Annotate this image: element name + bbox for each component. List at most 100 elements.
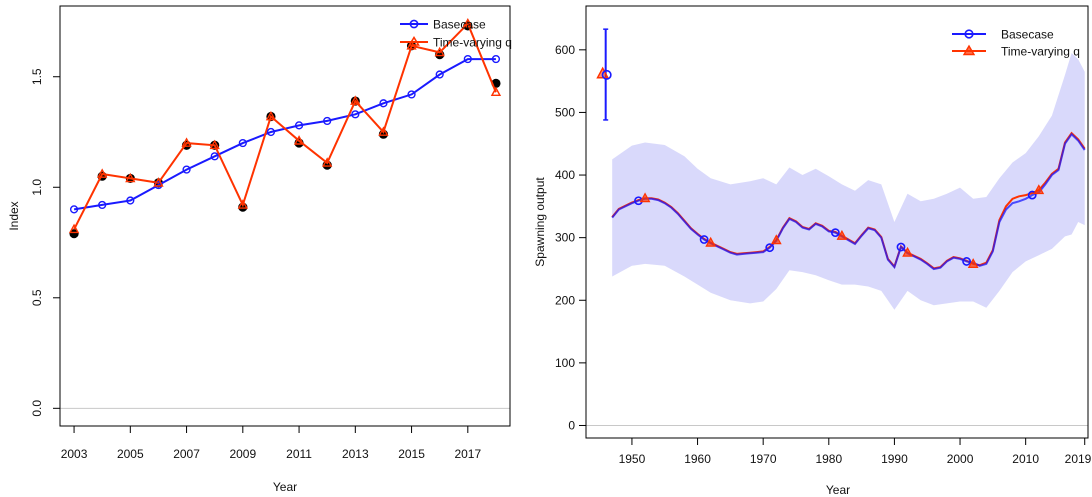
x-tick-label: 1970 (750, 452, 777, 466)
time-varying-spawning-marker (770, 234, 782, 245)
confidence-interval-band (612, 53, 1085, 310)
spawning-series-group (611, 131, 1086, 271)
x-tick-label: 1990 (881, 452, 908, 466)
x-tick-label: 2017 (454, 447, 481, 461)
y-tick-label: 400 (555, 168, 575, 182)
legend-time-varying-label-2: Time-varying q (1001, 45, 1080, 59)
index-plot-frame (59, 5, 511, 427)
y-tick-label: 100 (555, 356, 575, 370)
x-tick-label: 2010 (1012, 452, 1039, 466)
basecase-index-point (491, 54, 501, 64)
x-tick-label: 2019 (1065, 452, 1092, 466)
spawning-legend: Basecase Time-varying q (952, 28, 1080, 59)
spawning-x-axis-label: Year (826, 483, 850, 497)
time-varying-index-point (125, 172, 136, 183)
x-tick-label: 2005 (117, 447, 144, 461)
time-varying-spawning-marker (639, 192, 651, 203)
legend-basecase-label: Basecase (433, 18, 486, 32)
time-varying-spawning-marker (967, 258, 979, 268)
spawning-confidence-band (612, 53, 1085, 310)
time-varying-index-point (462, 18, 473, 28)
x-tick-label: 1960 (684, 452, 711, 466)
x-tick-label: 2000 (947, 452, 974, 466)
x-tick-label: 2011 (286, 447, 312, 461)
basecase-index-point (351, 110, 360, 119)
spawning-plot-frame (585, 5, 1089, 439)
basecase-index-point (126, 196, 135, 205)
x-tick-label: 2015 (398, 447, 425, 461)
time-varying-index-point (434, 46, 445, 57)
time-varying-index-line (73, 21, 497, 230)
basecase-index-point (407, 90, 416, 99)
y-tick-label: 0.0 (30, 400, 44, 417)
y-tick-label: 500 (555, 105, 575, 119)
y-tick-label: 1.5 (30, 68, 44, 85)
spawning-y-axis-label: Spawning output (533, 177, 547, 267)
y-tick-label: 300 (555, 231, 575, 245)
x-tick-label: 2013 (342, 447, 369, 461)
x-tick-label: 2007 (173, 447, 200, 461)
basecase-index-point (266, 127, 276, 137)
spawning-y-axis: 0 100 200 300 400 500 600 (555, 43, 586, 432)
legend-basecase-marker (409, 19, 419, 29)
spawning-output-chart-panel: 1950 1960 1970 1980 1990 2000 2010 2019 0 100 200… (533, 5, 1092, 497)
time-varying-index-point (68, 223, 80, 234)
time-varying-spawning-marker (705, 236, 717, 247)
time-varying-index-point (209, 139, 220, 150)
basecase-spawning-line (611, 132, 1086, 271)
index-x-axis-label: Year (273, 480, 297, 494)
index-chart-panel: 2003 2005 2007 2009 2011 2013 2015 2017 0.0 0.5 1… (7, 5, 512, 494)
y-tick-label: 600 (555, 43, 575, 57)
basecase-index-point (463, 54, 472, 64)
basecase-spawning-marker (962, 257, 972, 266)
legend-time-varying-label: Time-varying q (433, 36, 512, 50)
index-x-axis: 2003 2005 2007 2009 2011 2013 2015 2017 (61, 426, 481, 461)
time-varying-index-point (237, 199, 248, 209)
y-tick-label: 0 (568, 418, 575, 432)
legend-time-varying-marker-2 (962, 44, 976, 56)
basecase-spawning-marker (830, 228, 840, 238)
x-tick-label: 2009 (229, 447, 256, 461)
x-tick-label: 1980 (815, 452, 842, 466)
basecase-spawning-marker (1027, 190, 1037, 200)
index-y-axis-label: Index (7, 201, 21, 230)
basecase-index-point (98, 200, 107, 210)
time-varying-index-point (490, 86, 502, 97)
index-series-group (68, 18, 502, 239)
time-varying-index-point (153, 177, 164, 187)
time-varying-index-point (293, 135, 305, 145)
legend-time-varying-marker (408, 35, 420, 46)
basecase-index-point (182, 165, 191, 174)
time-varying-index-point (378, 126, 389, 136)
index-legend: Basecase Time-varying q (400, 18, 512, 50)
time-varying-spawning-marker (1033, 184, 1045, 195)
basecase-spawning-marker (699, 235, 709, 244)
time-varying-spawning-marker (836, 229, 848, 240)
index-y-axis: 0.0 0.5 1.0 1.5 (30, 68, 60, 417)
y-tick-label: 1.0 (30, 179, 44, 196)
spawning-x-axis: 1950 1960 1970 1980 1990 2000 2010 2019 (619, 438, 1092, 466)
time-varying-index-point (181, 137, 192, 147)
basecase-index-point (294, 121, 304, 130)
x-tick-label: 1950 (619, 452, 646, 466)
basecase-index-point (238, 138, 247, 148)
y-tick-label: 200 (555, 293, 575, 307)
basecase-index-point (323, 116, 332, 126)
basecase-index-point (435, 70, 444, 79)
legend-basecase-label-2: Basecase (1001, 28, 1054, 42)
time-varying-index-point (97, 168, 108, 178)
basecase-index-point (379, 99, 388, 108)
basecase-index-point (69, 205, 79, 214)
x-tick-label: 2003 (61, 447, 88, 461)
spawning-virgin-estimate (596, 28, 612, 121)
y-tick-label: 0.5 (30, 289, 44, 306)
observed-index-point (69, 229, 79, 239)
virgin-basecase-marker (601, 69, 612, 80)
time-varying-index-point (350, 95, 361, 105)
basecase-spawning-marker (896, 242, 906, 252)
time-varying-index-point (265, 110, 277, 121)
time-varying-index-point (322, 157, 333, 167)
time-varying-spawning-marker (902, 246, 913, 257)
basecase-index-point (210, 152, 219, 161)
basecase-spawning-marker (765, 243, 775, 253)
